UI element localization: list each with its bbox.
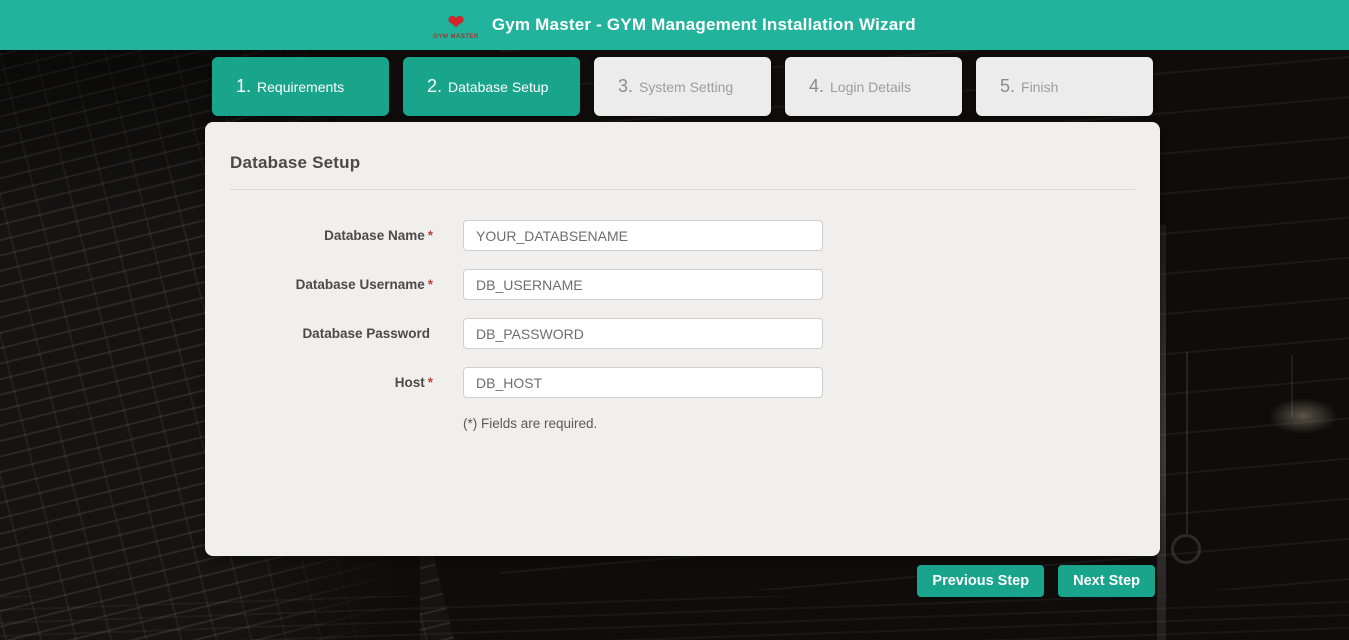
- divider: [230, 189, 1135, 190]
- database-setup-form: Database Name* Database Username* Databa…: [230, 220, 1135, 431]
- hanging-chain: [1291, 355, 1293, 417]
- hanging-chain: [1186, 352, 1188, 534]
- step-label: Requirements: [257, 78, 345, 95]
- step-number: 2.: [427, 76, 443, 96]
- host-input[interactable]: [463, 367, 823, 398]
- database-username-label: Database Username *: [230, 277, 433, 292]
- label-text: Database Username: [295, 277, 425, 292]
- step-tab-database-setup[interactable]: 2. Database Setup: [403, 57, 580, 116]
- step-tab-finish[interactable]: 5. Finish: [976, 57, 1153, 116]
- database-name-input[interactable]: [463, 220, 823, 251]
- logo-text: GYM MASTER: [433, 33, 479, 40]
- step-label: Login Details: [830, 78, 911, 95]
- step-number: 1.: [236, 76, 252, 96]
- label-text: Database Name: [324, 228, 425, 243]
- step-number: 3.: [618, 76, 634, 96]
- wizard-steps: 1. Requirements 2. Database Setup 3. Sys…: [212, 57, 1153, 116]
- step-label: Database Setup: [448, 78, 549, 95]
- next-step-button[interactable]: Next Step: [1058, 565, 1155, 597]
- gym-master-logo: ❤ GYM MASTER: [433, 13, 479, 40]
- gym-ring: [1171, 534, 1201, 564]
- step-tab-system-setting[interactable]: 3. System Setting: [594, 57, 771, 116]
- step-tab-login-details[interactable]: 4. Login Details: [785, 57, 962, 116]
- form-row-database-name: Database Name *: [230, 220, 1135, 251]
- step-tab-requirements[interactable]: 1. Requirements: [212, 57, 389, 116]
- heart-icon: ❤: [447, 11, 465, 34]
- card-title: Database Setup: [230, 153, 361, 172]
- step-label: System Setting: [639, 78, 734, 95]
- required-asterisk: *: [427, 228, 433, 243]
- page-title: Gym Master - GYM Management Installation…: [491, 15, 916, 34]
- label-text: Database Password: [302, 326, 430, 341]
- required-asterisk: *: [427, 277, 433, 292]
- host-label: Host *: [230, 375, 433, 390]
- database-password-label: Database Password: [230, 326, 433, 341]
- wizard-navigation: Previous Step Next Step: [917, 565, 1155, 597]
- database-name-label: Database Name *: [230, 228, 433, 243]
- form-row-database-password: Database Password: [230, 318, 1135, 349]
- database-username-input[interactable]: [463, 269, 823, 300]
- previous-step-button[interactable]: Previous Step: [917, 565, 1045, 597]
- mezzanine-texture: [0, 596, 1349, 640]
- header-bar: ❤ GYM MASTER Gym Master - GYM Management…: [0, 0, 1349, 50]
- required-asterisk: *: [427, 375, 433, 390]
- step-label: Finish: [1021, 78, 1059, 95]
- label-text: Host: [394, 375, 425, 390]
- form-row-host: Host *: [230, 367, 1135, 398]
- database-setup-card: Database Setup Database Name* Database U…: [205, 122, 1160, 556]
- lamp-glow: [1268, 398, 1338, 434]
- required-fields-note: (*) Fields are required.: [463, 416, 598, 431]
- form-row-database-username: Database Username *: [230, 269, 1135, 300]
- database-password-input[interactable]: [463, 318, 823, 349]
- step-number: 4.: [809, 76, 825, 96]
- gym-pole: [1157, 225, 1166, 640]
- step-number: 5.: [1000, 76, 1016, 96]
